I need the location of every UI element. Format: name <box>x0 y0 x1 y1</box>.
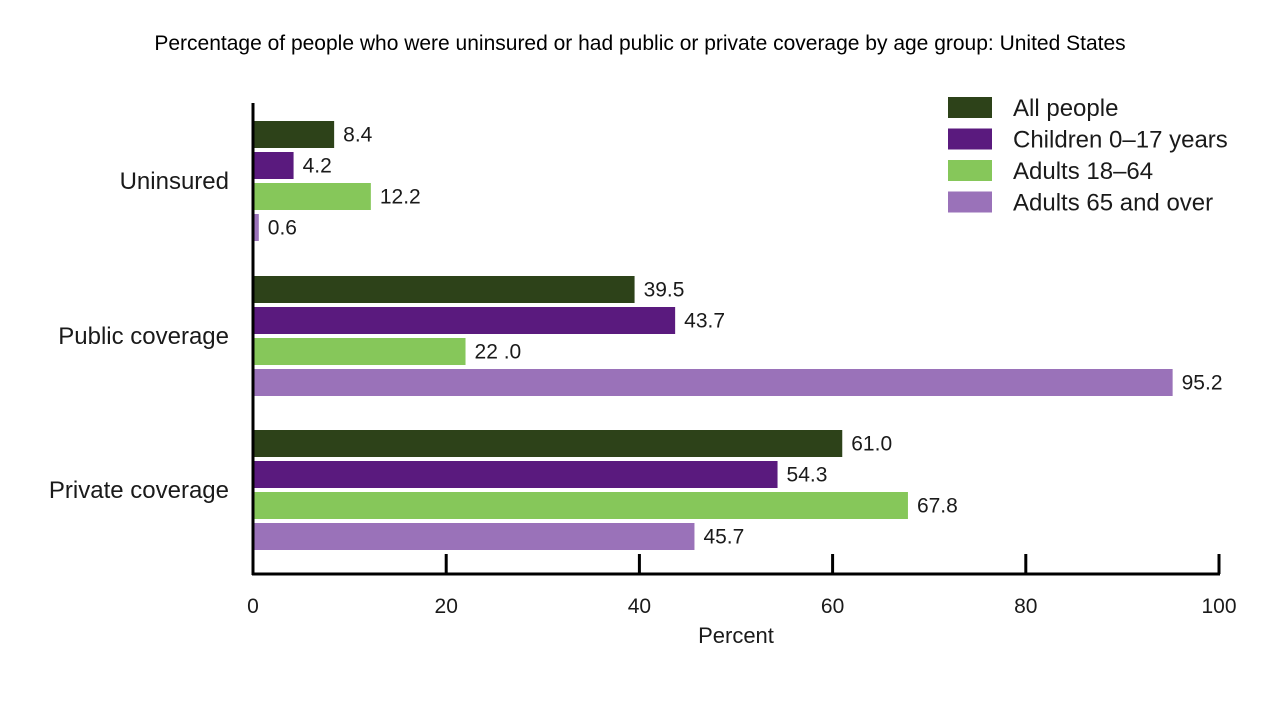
value-label-2-2: 67.8 <box>917 495 958 518</box>
bar-1-0 <box>253 276 635 303</box>
axes-layer: Uninsured Public coverage Private coverage… <box>49 103 1237 648</box>
x-tick-label-1: 20 <box>435 595 458 618</box>
chart-title: Percentage of people who were uninsured … <box>154 32 1126 55</box>
legend-swatch-0 <box>948 97 992 118</box>
value-label-0-3: 0.6 <box>268 217 297 240</box>
value-label-0-1: 4.2 <box>303 155 332 178</box>
bar-0-3 <box>253 214 259 241</box>
value-label-2-1: 54.3 <box>787 464 828 487</box>
category-label-0: Uninsured <box>120 168 229 195</box>
x-tick-label-5: 100 <box>1201 595 1236 618</box>
value-label-0-0: 8.4 <box>343 124 373 147</box>
bar-1-1 <box>253 307 676 334</box>
bar-1-2 <box>253 338 466 365</box>
value-label-0-2: 12.2 <box>380 186 421 209</box>
value-label-2-3: 45.7 <box>703 526 744 549</box>
bar-2-2 <box>253 492 908 519</box>
legend-label-2: Adults 18–64 <box>1013 158 1153 185</box>
legend: All people Children 0–17 years Adults 18–6… <box>948 95 1228 217</box>
legend-label-1: Children 0–17 years <box>1013 127 1228 154</box>
x-tick-label-2: 40 <box>628 595 651 618</box>
legend-swatch-3 <box>948 191 992 213</box>
category-label-1: Public coverage <box>58 323 229 350</box>
bar-2-1 <box>253 461 778 488</box>
x-tick-label-4: 80 <box>1014 595 1037 618</box>
bar-1-3 <box>253 369 1173 396</box>
category-label-2: Private coverage <box>49 477 229 504</box>
bar-0-0 <box>253 121 335 148</box>
bar-0-1 <box>253 152 294 179</box>
value-label-1-0: 39.5 <box>644 279 685 302</box>
value-label-1-1: 43.7 <box>684 310 725 333</box>
x-axis-title: Percent <box>698 623 774 648</box>
x-tick-label-0: 0 <box>247 595 259 618</box>
legend-swatch-2 <box>948 160 992 181</box>
value-label-2-0: 61.0 <box>851 433 892 456</box>
value-label-1-3: 95.2 <box>1182 372 1223 395</box>
legend-swatch-1 <box>948 128 992 150</box>
bar-2-3 <box>253 523 695 550</box>
x-tick-label-3: 60 <box>821 595 844 618</box>
legend-label-3: Adults 65 and over <box>1013 190 1213 217</box>
bar-0-2 <box>253 183 371 210</box>
bar-2-0 <box>253 430 843 457</box>
legend-label-0: All people <box>1013 95 1118 122</box>
bars-layer: 8.4 4.2 12.2 0.6 39.5 43.7 22 .0 95.2 61.0 54.3 67… <box>253 121 1223 550</box>
value-label-1-2: 22 .0 <box>475 341 522 364</box>
